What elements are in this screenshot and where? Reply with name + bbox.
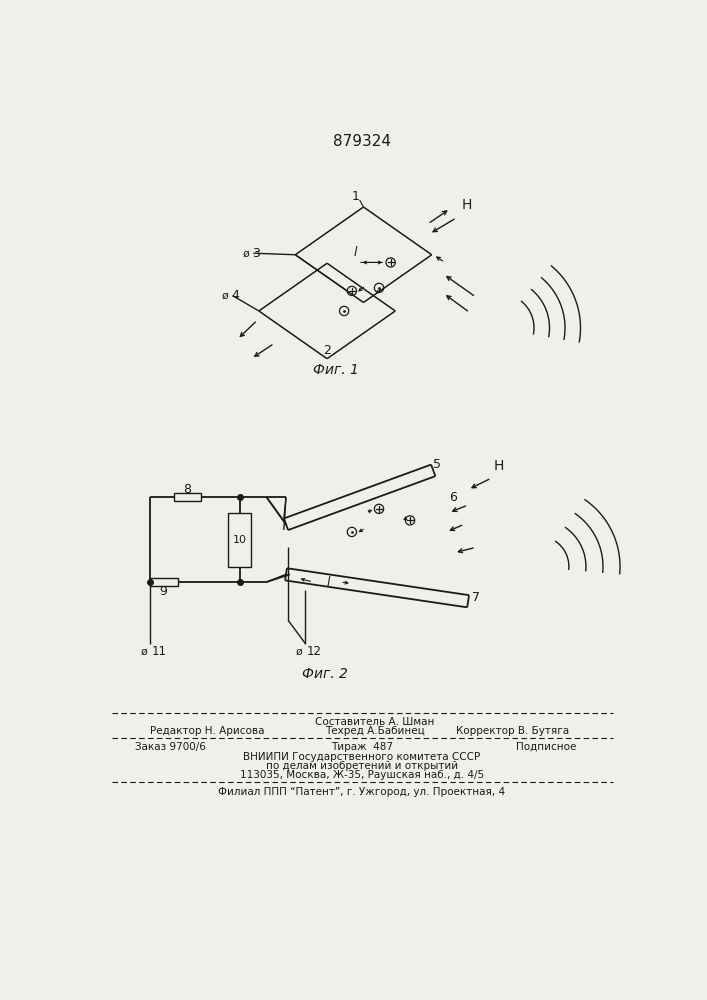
Bar	[228, 513, 251, 567]
Text: Филиал ППП “Патент”, г. Ужгород, ул. Проектная, 4: Филиал ППП “Патент”, г. Ужгород, ул. Про…	[218, 787, 506, 797]
Text: по делам изобретений и открытий: по делам изобретений и открытий	[266, 761, 458, 771]
Text: Фиг. 1: Фиг. 1	[313, 363, 359, 377]
Text: 5: 5	[433, 458, 441, 471]
Text: 1: 1	[352, 190, 360, 204]
Bar	[174, 493, 201, 501]
Text: Фиг. 2: Фиг. 2	[302, 667, 348, 681]
Text: Тираж  487: Тираж 487	[331, 742, 393, 752]
Text: Составитель А. Шман: Составитель А. Шман	[315, 717, 435, 727]
Text: 7: 7	[472, 591, 480, 604]
Text: 10: 10	[233, 535, 247, 545]
Text: Редактор Н. Арисова: Редактор Н. Арисова	[151, 726, 265, 736]
Text: 11: 11	[152, 645, 167, 658]
Text: 8: 8	[183, 483, 191, 496]
Text: 12: 12	[307, 645, 322, 658]
Text: ø: ø	[222, 291, 228, 301]
Text: Подписное: Подписное	[516, 742, 577, 752]
Text: 3: 3	[252, 247, 260, 260]
Text: Техред А.Бабинец: Техред А.Бабинец	[325, 726, 425, 736]
Text: 6: 6	[449, 491, 457, 504]
Text: 9: 9	[160, 585, 168, 598]
Text: l: l	[354, 246, 358, 259]
Text: l: l	[327, 576, 330, 588]
Text: 113035, Москва, Ж-35, Раушская наб., д. 4/5: 113035, Москва, Ж-35, Раушская наб., д. …	[240, 770, 484, 780]
Bar	[151, 578, 177, 586]
Text: Заказ 9700/6: Заказ 9700/6	[135, 742, 206, 752]
Text: H: H	[494, 460, 504, 474]
Text: Корректор В. Бутяга: Корректор В. Бутяга	[456, 726, 569, 736]
Text: 879324: 879324	[333, 134, 391, 149]
Text: ø: ø	[296, 646, 303, 656]
Text: H: H	[462, 198, 472, 212]
Text: 4: 4	[232, 289, 240, 302]
Text: ø: ø	[141, 646, 148, 656]
Text: ВНИИПИ Государственного комитета СССР: ВНИИПИ Государственного комитета СССР	[243, 752, 481, 762]
Text: 2: 2	[323, 344, 331, 358]
Text: ø: ø	[243, 248, 250, 258]
